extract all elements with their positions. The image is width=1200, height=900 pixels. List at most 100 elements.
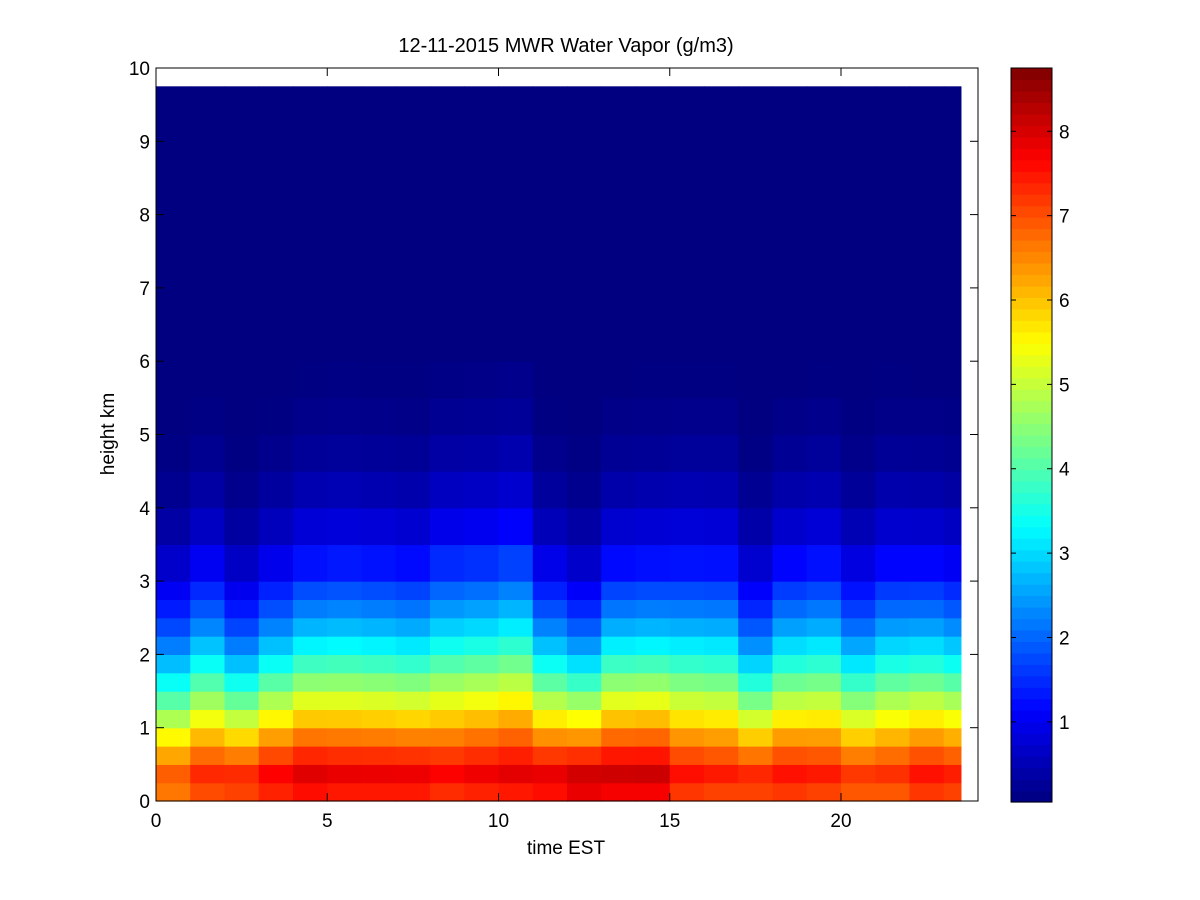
heatmap-cell [258,764,294,784]
heatmap-cell [567,287,602,362]
heatmap-cell [190,599,226,619]
heatmap-cell [806,397,842,436]
heatmap-cell [669,544,705,582]
heatmap-cell [464,599,500,619]
heatmap-cell [772,361,808,399]
colorbar-segment [1011,687,1052,700]
colorbar-segment [1011,331,1052,344]
colorbar-tick-label: 7 [1059,207,1070,228]
heatmap-cell [327,214,363,289]
heatmap-cell [464,86,500,142]
heatmap-cell [156,86,191,142]
y-tick-label: 3 [139,572,150,593]
colorbar-segment [1011,308,1052,321]
heatmap-cell [841,636,876,655]
heatmap-cell [327,654,363,674]
heatmap-cell [875,746,911,765]
colorbar-segment [1011,79,1052,92]
colorbar-segment [1011,469,1052,482]
heatmap-cell [806,361,842,399]
y-tick-label: 5 [139,426,150,447]
heatmap-cell [361,397,397,436]
heatmap-cell [635,617,671,637]
colorbar-segment [1011,526,1052,539]
heatmap-cell [567,361,602,399]
heatmap-cell [498,581,534,601]
heatmap-cell [669,746,705,765]
heatmap-cell [258,782,294,802]
heatmap-cell [635,397,671,436]
heatmap-cell [704,727,739,747]
heatmap-cell [567,617,602,637]
heatmap-cell [258,636,294,655]
heatmap-cell [464,746,500,765]
heatmap-cell [293,141,328,216]
heatmap-cell [875,636,911,655]
heatmap-cell [806,636,842,655]
colorbar-segment [1011,377,1052,390]
heatmap-cell [190,764,226,784]
heatmap-cell [567,764,602,784]
heatmap-cell [224,617,260,637]
heatmap-cell [806,691,842,710]
heatmap-cell [258,507,294,546]
heatmap-cell [258,544,294,582]
heatmap-cell [738,397,774,436]
heatmap-cell [293,397,328,436]
heatmap-cell [464,654,500,674]
heatmap-cell [498,141,534,216]
heatmap-cell [395,672,431,692]
heatmap-cell [567,141,602,216]
heatmap-cell [156,727,191,747]
heatmap-cell [430,654,465,674]
heatmap-cell [841,507,876,546]
heatmap-cell [327,361,363,399]
heatmap-cell [875,654,911,674]
heatmap-cell [601,636,637,655]
heatmap-cell [909,86,945,142]
heatmap-cell [567,691,602,710]
heatmap-cell [806,214,842,289]
heatmap-cell [875,434,911,472]
heatmap-cell [635,672,671,692]
heatmap-cell [327,617,363,637]
colorbar-segment [1011,618,1052,631]
heatmap-cell [430,434,465,472]
heatmap-cell [190,361,226,399]
heatmap-cell [395,397,431,436]
heatmap-cell [943,672,962,692]
heatmap-cell [258,599,294,619]
heatmap-cell [567,581,602,601]
heatmap-cell [669,709,705,729]
heatmap-cell [498,764,534,784]
heatmap-cell [258,214,294,289]
heatmap-cell [567,507,602,546]
heatmap-cell [156,397,191,436]
heatmap-cell [532,782,568,802]
heatmap-cell [943,654,962,674]
heatmap-cell [430,581,465,601]
heatmap-cell [943,636,962,655]
heatmap-cell [601,709,637,729]
heatmap-cell [669,434,705,472]
heatmap-cell [258,471,294,509]
heatmap-cell [361,764,397,784]
heatmap-cell [909,141,945,216]
heatmap-cell [704,672,739,692]
heatmap-cell [669,617,705,637]
heatmap-cell [361,287,397,362]
heatmap-cell [738,727,774,747]
heatmap-cell [635,709,671,729]
heatmap-cell [567,782,602,802]
y-tick-label: 10 [129,59,150,80]
heatmap-cell [293,214,328,289]
heatmap-cell [361,141,397,216]
heatmap-cell [395,86,431,142]
heatmap-cell [498,617,534,637]
heatmap-cell [498,287,534,362]
heatmap-cell [806,287,842,362]
heatmap-cell [430,287,465,362]
colorbar-tick-label: 8 [1059,122,1070,143]
heatmap-cell [943,746,962,765]
heatmap-cell [772,636,808,655]
